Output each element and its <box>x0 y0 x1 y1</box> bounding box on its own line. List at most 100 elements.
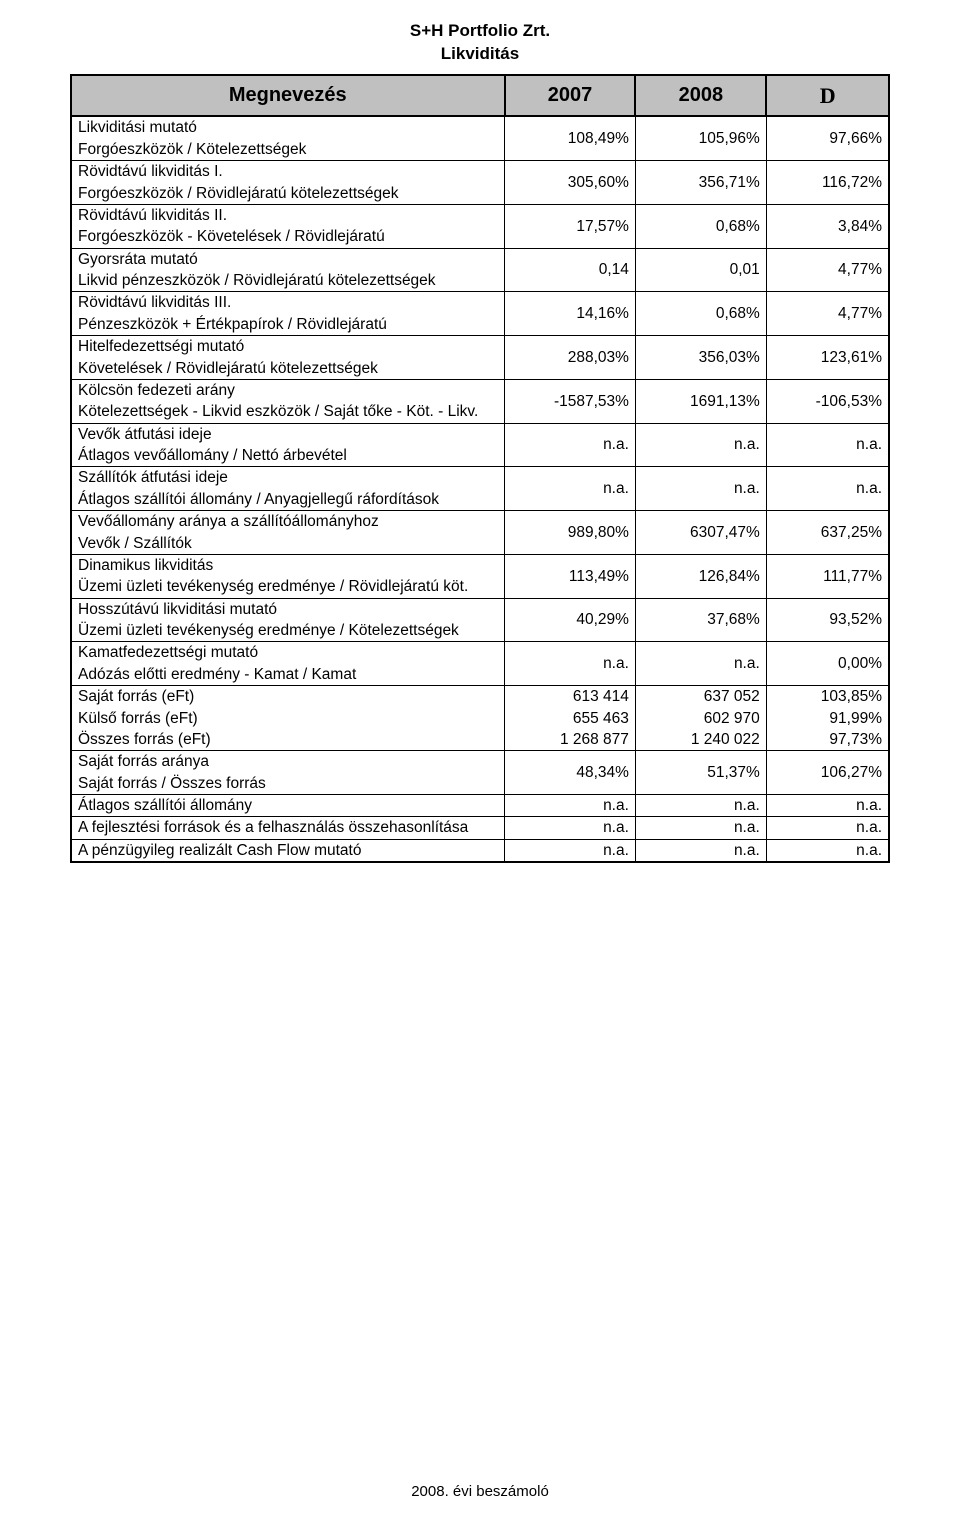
table-row: Átlagos szállítói állományn.a.n.a.n.a. <box>71 795 889 817</box>
metric-name: Összes forrás (eFt) <box>71 729 505 751</box>
table-row: Külső forrás (eFt)655 463602 97091,99% <box>71 708 889 729</box>
col-name: Megnevezés <box>71 75 505 117</box>
table-row: Saját forrás aránya48,34%51,37%106,27% <box>71 751 889 773</box>
metric-formula: Forgóeszközök / Kötelezettségek <box>71 139 505 161</box>
metric-formula: Pénzeszközök + Értékpapírok / Rövidlejár… <box>71 314 505 336</box>
metric-formula: Átlagos vevőállomány / Nettó árbevétel <box>71 445 505 467</box>
metric-name: Szállítók átfutási ideje <box>71 467 505 489</box>
metric-name: Hitelfedezettségi mutató <box>71 336 505 358</box>
value-cell: n.a. <box>635 795 766 817</box>
value-cell: 305,60% <box>505 161 636 205</box>
table-row: Rövidtávú likviditás II.17,57%0,68%3,84% <box>71 204 889 226</box>
value-cell: 989,80% <box>505 511 636 555</box>
value-cell: n.a. <box>766 817 889 839</box>
table-row: Szállítók átfutási idejen.a.n.a.n.a. <box>71 467 889 489</box>
metric-formula: Üzemi üzleti tevékenység eredménye / Köt… <box>71 620 505 642</box>
value-cell: n.a. <box>766 467 889 511</box>
table-row: Vevők átfutási idejen.a.n.a.n.a. <box>71 423 889 445</box>
value-cell: 356,03% <box>635 336 766 380</box>
metric-formula: Üzemi üzleti tevékenység eredménye / Röv… <box>71 576 505 598</box>
value-cell: n.a. <box>766 795 889 817</box>
table-row: Hitelfedezettségi mutató288,03%356,03%12… <box>71 336 889 358</box>
value-cell: 17,57% <box>505 204 636 248</box>
metric-formula: Forgóeszközök / Rövidlejáratú kötelezett… <box>71 183 505 205</box>
table-row: A fejlesztési források és a felhasználás… <box>71 817 889 839</box>
table-row: Saját forrás (eFt)613 414637 052103,85% <box>71 686 889 708</box>
value-cell: 4,77% <box>766 292 889 336</box>
value-cell: n.a. <box>635 642 766 686</box>
value-cell: 0,68% <box>635 204 766 248</box>
value-cell: 1691,13% <box>635 379 766 423</box>
page: S+H Portfolio Zrt. Likviditás Megnevezés… <box>0 0 960 1522</box>
table-row: Dinamikus likviditás113,49%126,84%111,77… <box>71 554 889 576</box>
value-cell: 0,68% <box>635 292 766 336</box>
col-2008: 2008 <box>635 75 766 117</box>
metric-name: A fejlesztési források és a felhasználás… <box>71 817 505 839</box>
value-cell: n.a. <box>635 817 766 839</box>
value-cell: 103,85% <box>766 686 889 708</box>
value-cell: 37,68% <box>635 598 766 642</box>
value-cell: 0,01 <box>635 248 766 292</box>
value-cell: n.a. <box>505 423 636 467</box>
metric-name: Kamatfedezettségi mutató <box>71 642 505 664</box>
metric-name: Hosszútávú likviditási mutató <box>71 598 505 620</box>
value-cell: n.a. <box>766 839 889 862</box>
metric-formula: Átlagos szállítói állomány / Anyagjelleg… <box>71 489 505 511</box>
value-cell: 1 240 022 <box>635 729 766 751</box>
table-header-row: Megnevezés 2007 2008 D <box>71 75 889 117</box>
metric-formula: Saját forrás / Összes forrás <box>71 773 505 795</box>
value-cell: 106,27% <box>766 751 889 795</box>
col-2007: 2007 <box>505 75 636 117</box>
metric-formula: Forgóeszközök - Követelések / Rövidlejár… <box>71 226 505 248</box>
metric-name: Saját forrás aránya <box>71 751 505 773</box>
metric-name: Átlagos szállítói állomány <box>71 795 505 817</box>
value-cell: 97,66% <box>766 116 889 160</box>
value-cell: n.a. <box>766 423 889 467</box>
value-cell: 1 268 877 <box>505 729 636 751</box>
value-cell: 637 052 <box>635 686 766 708</box>
value-cell: n.a. <box>505 642 636 686</box>
liquidity-table: Megnevezés 2007 2008 D Likviditási mutat… <box>70 74 890 863</box>
value-cell: 91,99% <box>766 708 889 729</box>
metric-name: Saját forrás (eFt) <box>71 686 505 708</box>
value-cell: 113,49% <box>505 554 636 598</box>
value-cell: 123,61% <box>766 336 889 380</box>
table-row: Kölcsön fedezeti arány-1587,53%1691,13%-… <box>71 379 889 401</box>
metric-name: Rövidtávú likviditás III. <box>71 292 505 314</box>
value-cell: 105,96% <box>635 116 766 160</box>
value-cell: 93,52% <box>766 598 889 642</box>
value-cell: 602 970 <box>635 708 766 729</box>
value-cell: 0,00% <box>766 642 889 686</box>
metric-formula: Kötelezettségek - Likvid eszközök / Sajá… <box>71 401 505 423</box>
table-row: Gyorsráta mutató0,140,014,77% <box>71 248 889 270</box>
metric-formula: Követelések / Rövidlejáratú kötelezettsé… <box>71 358 505 380</box>
value-cell: 116,72% <box>766 161 889 205</box>
metric-name: Vevők átfutási ideje <box>71 423 505 445</box>
metric-name: Kölcsön fedezeti arány <box>71 379 505 401</box>
value-cell: n.a. <box>635 423 766 467</box>
metric-formula: Vevők / Szállítók <box>71 533 505 555</box>
report-title: Likviditás <box>70 43 890 66</box>
value-cell: 613 414 <box>505 686 636 708</box>
value-cell: 0,14 <box>505 248 636 292</box>
value-cell: 3,84% <box>766 204 889 248</box>
metric-name: Likviditási mutató <box>71 116 505 138</box>
value-cell: n.a. <box>505 817 636 839</box>
metric-name: Vevőállomány aránya a szállítóállományho… <box>71 511 505 533</box>
metric-name: Külső forrás (eFt) <box>71 708 505 729</box>
value-cell: 108,49% <box>505 116 636 160</box>
metric-formula: Likvid pénzeszközök / Rövidlejáratú köte… <box>71 270 505 292</box>
value-cell: 40,29% <box>505 598 636 642</box>
metric-name: A pénzügyileg realizált Cash Flow mutató <box>71 839 505 862</box>
metric-formula: Adózás előtti eredmény - Kamat / Kamat <box>71 664 505 686</box>
table-row: Vevőállomány aránya a szállítóállományho… <box>71 511 889 533</box>
value-cell: 4,77% <box>766 248 889 292</box>
value-cell: n.a. <box>505 467 636 511</box>
value-cell: 288,03% <box>505 336 636 380</box>
value-cell: n.a. <box>635 839 766 862</box>
company-name: S+H Portfolio Zrt. <box>70 20 890 43</box>
value-cell: 51,37% <box>635 751 766 795</box>
table-row: Likviditási mutató108,49%105,96%97,66% <box>71 116 889 138</box>
value-cell: 655 463 <box>505 708 636 729</box>
value-cell: 48,34% <box>505 751 636 795</box>
